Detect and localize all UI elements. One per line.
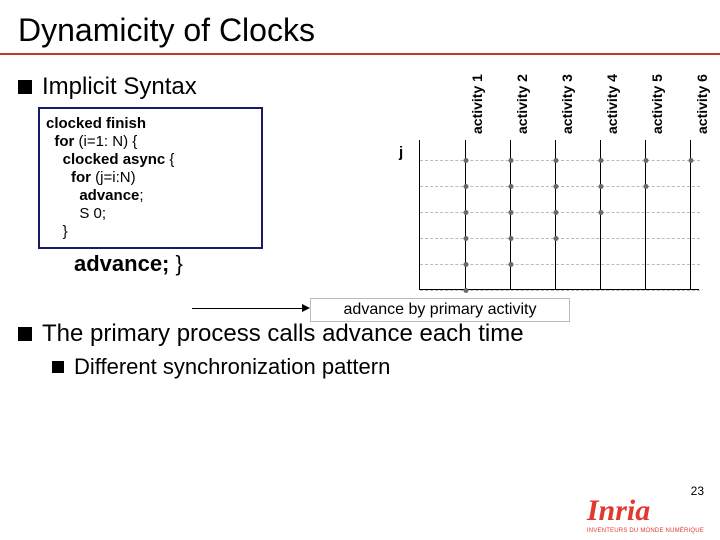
lower-text-block: The primary process calls advance each t… xyxy=(18,320,524,380)
chart-dot xyxy=(509,184,514,189)
bullet-primary-process: The primary process calls advance each t… xyxy=(18,320,524,348)
bullet-sync-label: Different synchronization pattern xyxy=(74,354,390,380)
code-line: clocked finish xyxy=(46,115,255,133)
grid-line xyxy=(420,290,700,291)
chart-dot xyxy=(554,158,559,163)
advance-caption-text: advance by primary activity xyxy=(344,301,537,318)
chart-column xyxy=(465,140,466,289)
bullet-implicit-label: Implicit Syntax xyxy=(42,73,197,101)
grid-line xyxy=(420,186,700,187)
code-line: for (i=1: N) { xyxy=(46,133,255,151)
inria-logo-subtext: INVENTEURS DU MONDE NUMÉRIQUE xyxy=(587,528,704,534)
activity-label: activity 3 xyxy=(559,74,575,134)
bullet-square-icon xyxy=(18,327,32,341)
arrow-line xyxy=(192,308,302,309)
grid-line xyxy=(420,160,700,161)
chart-column xyxy=(690,140,691,289)
chart-dot xyxy=(554,236,559,241)
bullet-square-icon xyxy=(18,80,32,94)
inria-logo: Inria INVENTEURS DU MONDE NUMÉRIQUE xyxy=(587,494,704,534)
chart-column xyxy=(600,140,601,289)
bullet-square-icon xyxy=(52,361,64,373)
activity-chart: j activity 1 activity 2 activity 3 activity… xyxy=(395,40,720,300)
code-line: } xyxy=(46,223,255,241)
activity-label: activity 1 xyxy=(469,74,485,134)
chart-dot xyxy=(599,210,604,215)
code-line: for (j=i:N) xyxy=(46,169,255,187)
chart-dot xyxy=(464,184,469,189)
bullet-sync-pattern: Different synchronization pattern xyxy=(52,354,524,380)
chart-dot xyxy=(464,288,469,293)
chart-column xyxy=(645,140,646,289)
arrow-head-icon xyxy=(302,304,310,312)
chart-dot xyxy=(554,184,559,189)
chart-dot xyxy=(689,158,694,163)
activity-label: activity 5 xyxy=(649,74,665,134)
code-line: advance; xyxy=(46,187,255,205)
chart-dot xyxy=(509,262,514,267)
code-line: S 0; xyxy=(46,205,255,223)
chart-dot xyxy=(464,210,469,215)
activity-label: activity 6 xyxy=(694,74,710,134)
chart-dot xyxy=(464,158,469,163)
chart-dot xyxy=(464,262,469,267)
chart-dot xyxy=(599,184,604,189)
chart-dot xyxy=(554,210,559,215)
code-line: clocked async { xyxy=(46,151,255,169)
inria-logo-text: Inria xyxy=(587,494,704,528)
j-axis-label: j xyxy=(399,144,403,161)
chart-dot xyxy=(509,210,514,215)
advance-caption-box: advance by primary activity xyxy=(310,298,570,322)
chart-axes xyxy=(419,140,699,290)
chart-column xyxy=(555,140,556,289)
chart-dot xyxy=(644,184,649,189)
grid-line xyxy=(420,212,700,213)
chart-dot xyxy=(644,158,649,163)
grid-line xyxy=(420,264,700,265)
activity-label: activity 4 xyxy=(604,74,620,134)
bullet-primary-label: The primary process calls advance each t… xyxy=(42,320,524,348)
grid-line xyxy=(420,238,700,239)
chart-dot xyxy=(509,158,514,163)
chart-column xyxy=(510,140,511,289)
code-box: clocked finish for (i=1: N) { clocked as… xyxy=(38,107,263,249)
chart-dot xyxy=(509,236,514,241)
activity-label: activity 2 xyxy=(514,74,530,134)
chart-dot xyxy=(464,236,469,241)
chart-dot xyxy=(599,158,604,163)
